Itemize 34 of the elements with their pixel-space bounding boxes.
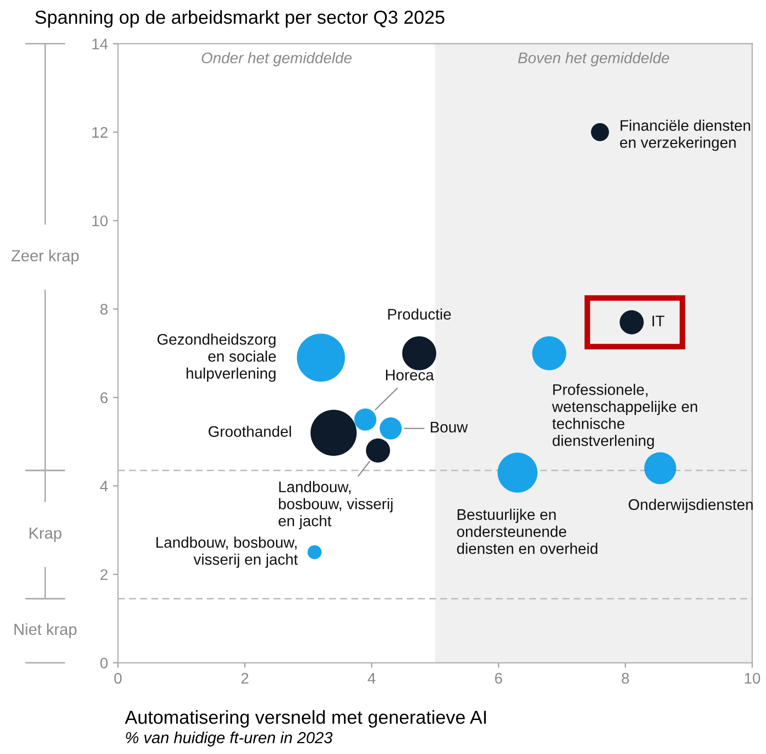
annotation: Groothandel [208,426,291,437]
annotation: Gezondheidszorg en sociale hulpverlening [158,334,276,382]
y-tick-label: 0 [100,658,108,668]
text: Niet krap [14,623,76,638]
annotation: Onder het gemiddelde [202,52,352,66]
text: Krap [30,528,62,542]
y-tick-label: 10 [92,215,108,226]
y-tick-label: 12 [92,127,108,138]
y-tick-label: 4 [100,480,108,492]
x-tick-label: 0 [114,672,122,684]
x-tick-label: 6 [495,672,502,684]
annotation: Onderwijsdiensten [628,498,753,514]
text: % van huidige ft-uren in 2023 [126,732,332,746]
annotation: Bestuurlijke en ondersteunende diensten en overheid [457,508,598,554]
annotation: Landbouw, bosbouw, visserij en jacht [278,481,392,530]
annotation: Bouw [430,422,468,433]
y-tick-label: 6 [100,392,108,404]
chart-title: Spanning op de arbeidsmarkt per sector Q3 2025 [35,10,444,28]
x-axis-title: Automatisering versneld met generatieve AI [124,710,486,728]
annotation: Productie [388,308,451,320]
annotation: Horeca [386,370,434,380]
text: Zeer krap [12,250,79,265]
annotation: Landbouw, bosbouw, visserij en jacht [156,536,298,568]
annotation: IT [652,316,664,326]
x-tick-label: 2 [241,672,248,684]
band-label: Boven het gemiddelde [518,52,670,66]
annotation: Professionele, wetenschappelijke en technische dienstverlening [552,384,698,450]
annotation: Financiële diensten en verzekeringen [620,120,750,151]
y-tick-label: 14 [92,38,108,50]
y-tick-label: 2 [100,569,108,580]
x-tick-label: 8 [622,672,629,684]
x-tick-label: 10 [744,672,760,684]
x-tick-label: 4 [368,673,376,684]
y-tick-label: 8 [100,304,108,315]
